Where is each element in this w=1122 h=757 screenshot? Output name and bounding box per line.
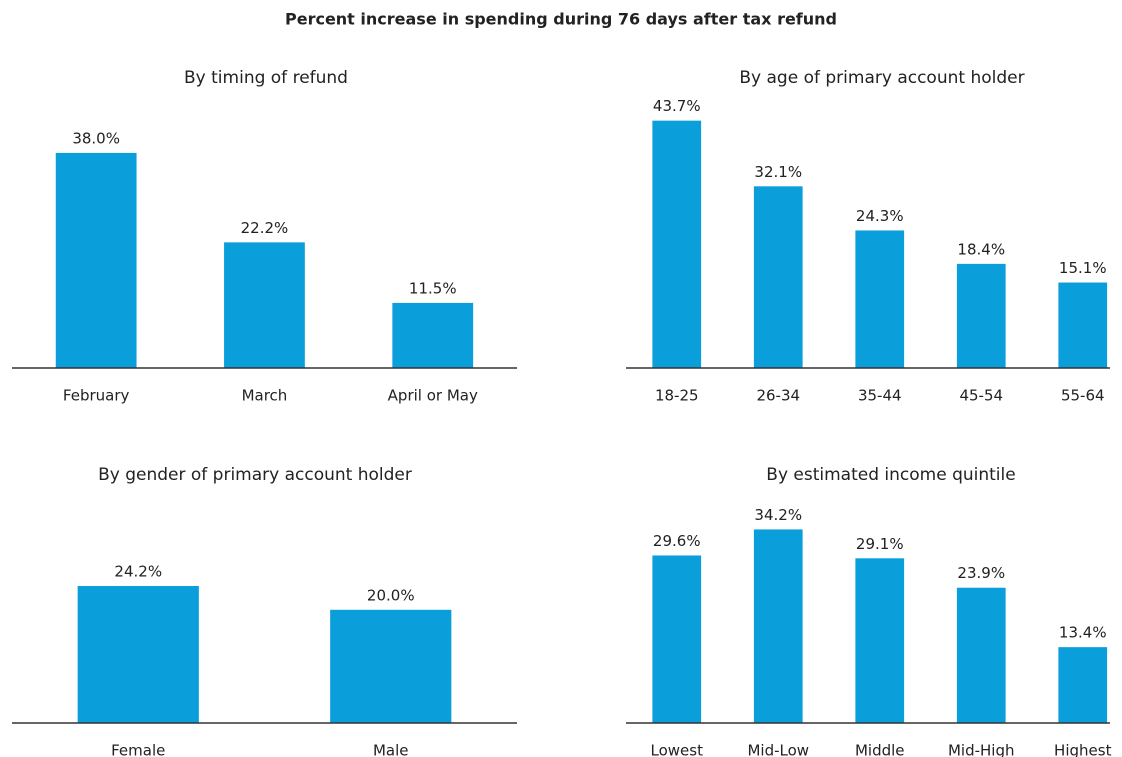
x-tick-label: 45-54: [959, 387, 1003, 405]
value-label: 24.2%: [114, 563, 162, 581]
value-label: 11.5%: [409, 279, 457, 297]
x-tick-label: Mid-High: [948, 742, 1015, 757]
value-label: 29.1%: [856, 535, 904, 553]
bar: [1058, 647, 1108, 723]
value-label: 13.4%: [1059, 624, 1107, 642]
bar: [753, 186, 803, 368]
bar: [855, 230, 905, 368]
value-label: 15.1%: [1059, 259, 1107, 277]
x-tick-label: Female: [111, 742, 165, 757]
value-label: 22.2%: [241, 219, 289, 237]
value-label: 32.1%: [754, 163, 802, 181]
x-tick-label: Male: [373, 742, 409, 757]
value-label: 34.2%: [754, 506, 802, 524]
x-tick-label: April or May: [388, 387, 478, 405]
subchart-title: By age of primary account holder: [739, 68, 1024, 88]
subchart-title: By gender of primary account holder: [98, 465, 412, 485]
chart-title: Percent increase in spending during 76 d…: [285, 10, 837, 29]
subchart-title: By timing of refund: [184, 68, 348, 88]
value-label: 23.9%: [957, 564, 1005, 582]
x-tick-label: 55-64: [1061, 387, 1105, 405]
bar: [330, 609, 452, 723]
x-tick-label: 26-34: [756, 387, 800, 405]
bar: [1058, 282, 1108, 368]
bar: [77, 586, 199, 723]
x-tick-label: Lowest: [651, 742, 704, 757]
bar: [224, 242, 305, 368]
value-label: 24.3%: [856, 207, 904, 225]
x-tick-label: Mid-Low: [747, 742, 809, 757]
value-label: 20.0%: [367, 586, 415, 604]
x-tick-label: March: [242, 387, 288, 405]
bar: [392, 302, 474, 368]
bar: [956, 587, 1006, 723]
x-tick-label: 18-25: [655, 387, 699, 405]
x-tick-label: Middle: [855, 742, 905, 757]
subchart-title: By estimated income quintile: [766, 465, 1015, 485]
value-label: 43.7%: [653, 97, 701, 115]
x-tick-label: 35-44: [858, 387, 902, 405]
x-tick-label: February: [63, 387, 130, 405]
value-label: 38.0%: [72, 129, 120, 147]
bar: [956, 263, 1006, 368]
value-label: 29.6%: [653, 532, 701, 550]
bar: [753, 529, 803, 723]
x-tick-label: Highest: [1054, 742, 1112, 757]
bar: [855, 558, 905, 723]
bar: [652, 120, 702, 369]
bar: [55, 152, 137, 368]
bar: [652, 555, 702, 723]
value-label: 18.4%: [957, 240, 1005, 258]
